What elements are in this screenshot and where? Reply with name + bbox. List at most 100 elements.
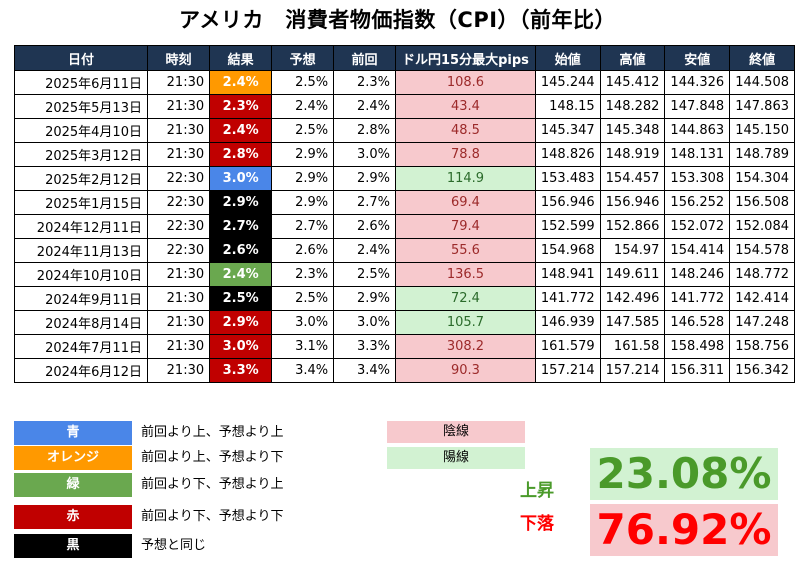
cell-forecast: 2.5% [271,118,335,143]
cell-close: 156.508 [729,190,795,215]
table-row: 2024年8月14日 21:30 2.9% 3.0% 3.0% 105.7 146.939 1… [14,310,795,335]
cell-high: 156.946 [599,190,666,215]
cell-open: 145.347 [534,118,601,143]
cell-close: 158.756 [729,334,795,359]
cell-close: 148.789 [729,142,795,167]
cell-result: 2.4% [209,262,273,287]
cell-low: 147.848 [664,94,731,119]
cell-high: 142.496 [599,286,666,311]
cell-high: 145.348 [599,118,666,143]
up-percentage: 23.08% [590,448,778,500]
table-row: 2024年11月13日 22:30 2.6% 2.6% 2.4% 55.6 154.968 1… [14,238,795,263]
cell-low: 156.252 [664,190,731,215]
cell-forecast: 2.9% [271,190,335,215]
cell-high: 148.919 [599,142,666,167]
cell-pips: 308.2 [395,334,536,359]
cell-open: 145.244 [534,70,601,95]
cell-result: 2.9% [209,190,273,215]
cell-result: 2.4% [209,70,273,95]
cell-open: 141.772 [534,286,601,311]
cell-close: 144.508 [729,70,795,95]
table-row: 2025年4月10日 21:30 2.4% 2.5% 2.8% 48.5 145.347 14… [14,118,795,143]
cell-date: 2024年12月11日 [14,214,148,239]
cell-date: 2024年6月12日 [14,358,148,383]
cell-close: 156.342 [729,358,795,383]
table-row: 2024年10月10日 21:30 2.4% 2.3% 2.5% 136.5 148.941… [14,262,795,287]
cell-close: 142.414 [729,286,795,311]
cell-time: 21:30 [146,286,211,311]
cell-high: 152.866 [599,214,666,239]
cell-time: 21:30 [146,334,211,359]
cell-date: 2024年9月11日 [14,286,148,311]
table-row: 2024年7月11日 21:30 3.0% 3.1% 3.3% 308.2 161.579 1… [14,334,795,359]
cell-previous: 2.4% [333,238,397,263]
cell-result: 3.0% [209,166,273,191]
cell-previous: 2.4% [333,94,397,119]
cell-time: 22:30 [146,214,211,239]
cell-result: 2.5% [209,286,273,311]
cell-time: 21:30 [146,70,211,95]
cell-low: 141.772 [664,286,731,311]
legend-desc-red: 前回より下、予想より下 [141,509,284,524]
cell-date: 2025年5月13日 [14,94,148,119]
cell-date: 2025年6月11日 [14,70,148,95]
bear-candle-legend: 陰線 [387,421,525,443]
down-percentage: 76.92% [590,504,778,556]
cell-result: 3.3% [209,358,273,383]
cell-low: 144.863 [664,118,731,143]
header-time: 時刻 [146,45,211,71]
cell-date: 2024年10月10日 [14,262,148,287]
table-row: 2025年5月13日 21:30 2.3% 2.4% 2.4% 43.4 148.15 148… [14,94,795,119]
cell-pips: 55.6 [395,238,536,263]
cell-time: 21:30 [146,262,211,287]
table-row: 2025年2月12日 22:30 3.0% 2.9% 2.9% 114.9 153.483 1… [14,166,795,191]
cell-previous: 2.8% [333,118,397,143]
cell-time: 21:30 [146,94,211,119]
header-date: 日付 [14,45,148,71]
cell-high: 145.412 [599,70,666,95]
table-row: 2025年6月11日 21:30 2.4% 2.5% 2.3% 108.6 145.244 1… [14,70,795,95]
cell-pips: 48.5 [395,118,536,143]
cell-previous: 2.7% [333,190,397,215]
cell-open: 157.214 [534,358,601,383]
cell-low: 154.414 [664,238,731,263]
cell-forecast: 2.5% [271,70,335,95]
cell-open: 152.599 [534,214,601,239]
legend-swatch-orange: オレンジ [14,446,132,470]
cell-forecast: 2.4% [271,94,335,119]
cell-date: 2024年11月13日 [14,238,148,263]
legend-desc-black: 予想と同じ [141,538,207,553]
header-close: 終値 [729,45,795,71]
cell-low: 153.308 [664,166,731,191]
cell-high: 148.282 [599,94,666,119]
legend-desc-orange: 前回より上、予想より下 [141,450,284,465]
up-label: 上昇 [520,481,554,501]
cell-forecast: 2.3% [271,262,335,287]
cell-result: 2.4% [209,118,273,143]
table-header-row: 日付 時刻 結果 予想 前回 ドル円15分最大pips 始値 高値 安値 終値 [14,45,795,71]
cell-close: 147.863 [729,94,795,119]
cell-forecast: 2.5% [271,286,335,311]
page-title: アメリカ 消費者物価指数（CPI）（前年比） [178,8,617,32]
cell-open: 146.939 [534,310,601,335]
cell-date: 2024年8月14日 [14,310,148,335]
cell-low: 158.498 [664,334,731,359]
legend-desc-blue: 前回より上、予想より上 [141,425,284,440]
cell-high: 161.58 [599,334,666,359]
cell-pips: 136.5 [395,262,536,287]
cell-high: 154.97 [599,238,666,263]
cell-forecast: 3.4% [271,358,335,383]
cell-date: 2025年2月12日 [14,166,148,191]
cell-previous: 2.9% [333,166,397,191]
cell-close: 152.084 [729,214,795,239]
cell-previous: 3.0% [333,142,397,167]
cell-previous: 2.6% [333,214,397,239]
cell-high: 149.611 [599,262,666,287]
header-high: 高値 [599,45,666,71]
cell-pips: 79.4 [395,214,536,239]
cell-forecast: 2.7% [271,214,335,239]
cell-pips: 43.4 [395,94,536,119]
header-pips: ドル円15分最大pips [395,45,536,71]
legend-swatch-black: 黒 [14,534,132,558]
cell-low: 148.131 [664,142,731,167]
